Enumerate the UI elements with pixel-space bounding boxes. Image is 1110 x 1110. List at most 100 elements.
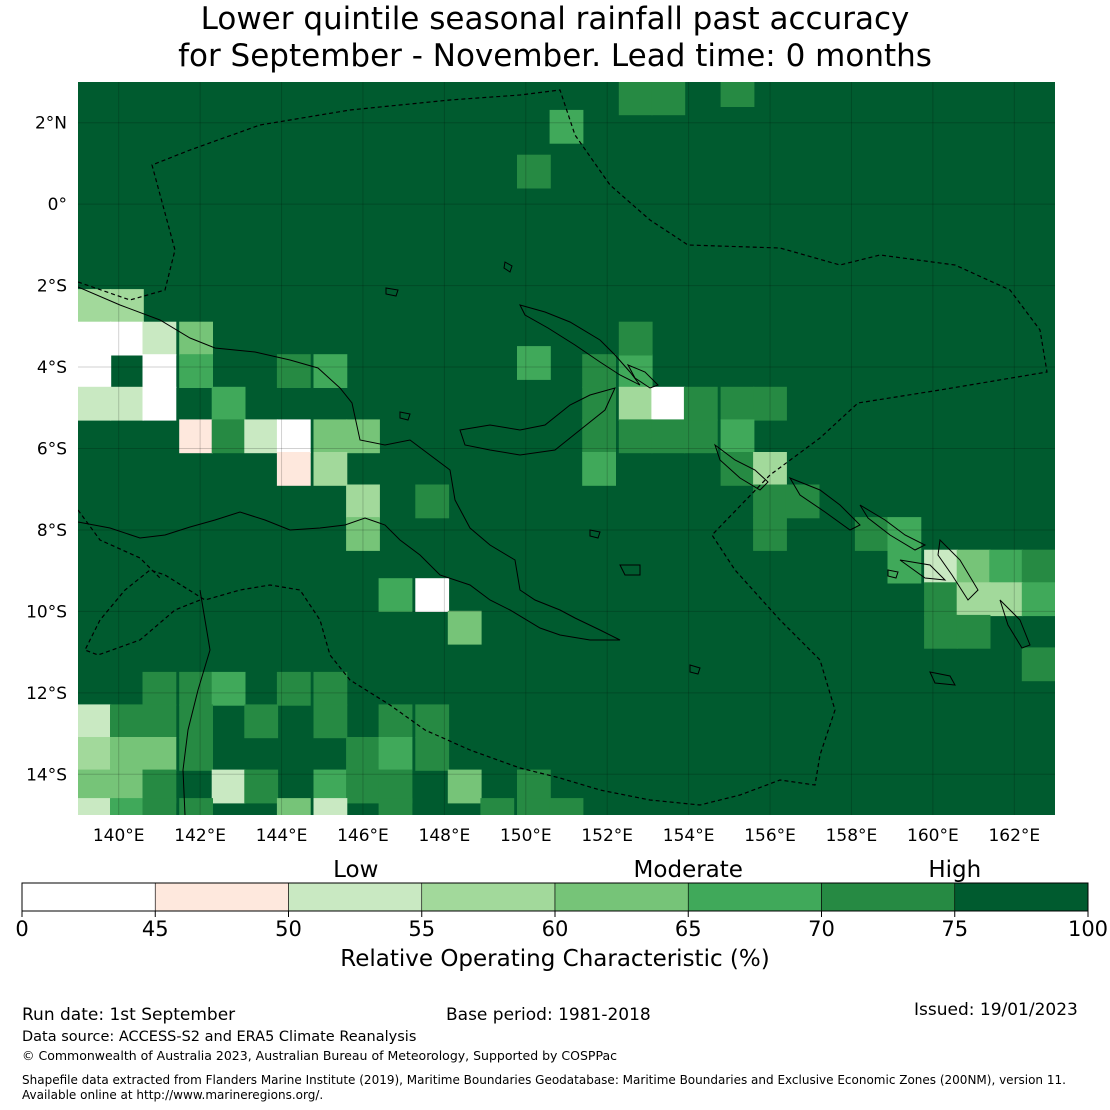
issued-date: Issued: 19/01/2023 <box>914 1000 1078 1020</box>
accuracy-cell <box>179 737 213 771</box>
accuracy-cell <box>956 582 991 617</box>
legend-tick-label: 75 <box>941 917 968 941</box>
accuracy-cell <box>313 354 348 388</box>
longitude-tick-label: 150°E <box>500 826 552 846</box>
accuracy-cell <box>211 671 246 706</box>
accuracy-cell <box>517 154 551 189</box>
accuracy-cell <box>447 610 482 645</box>
legend-category-label: Low <box>333 857 378 883</box>
accuracy-cell <box>179 354 213 388</box>
longitude-tick-label: 146°E <box>337 826 389 846</box>
accuracy-cell <box>618 82 653 116</box>
latitude-tick-label: 6°S <box>37 440 67 460</box>
accuracy-cell <box>378 769 413 804</box>
legend-tick-label: 100 <box>1068 917 1108 941</box>
legend-category-label: High <box>928 857 981 883</box>
legend-category-label: Moderate <box>634 857 743 883</box>
accuracy-cell <box>956 614 991 649</box>
latitude-tick-label: 4°S <box>37 358 67 378</box>
accuracy-cell <box>110 798 144 815</box>
accuracy-cell <box>276 671 311 706</box>
longitude-tick-label: 162°E <box>988 826 1040 846</box>
accuracy-cell <box>378 737 413 771</box>
accuracy-cell <box>78 321 112 356</box>
accuracy-cell <box>683 386 718 421</box>
data-source: Data source: ACCESS-S2 and ERA5 Climate … <box>22 1029 417 1045</box>
accuracy-cell <box>110 704 144 739</box>
accuracy-cell <box>549 798 584 815</box>
accuracy-cell <box>651 386 686 421</box>
map-title-line-1: Lower quintile seasonal rainfall past ac… <box>200 1 910 37</box>
accuracy-cell <box>720 82 755 107</box>
accuracy-cell <box>313 798 348 815</box>
longitude-tick-label: 154°E <box>663 826 715 846</box>
accuracy-cell <box>313 671 348 706</box>
accuracy-cell <box>618 386 653 421</box>
accuracy-cell <box>924 549 958 584</box>
legend-tick-label: 55 <box>408 917 435 941</box>
shapefile-credit-line-1: Shapefile data extracted from Flanders M… <box>22 1073 1066 1087</box>
accuracy-cell <box>549 109 584 144</box>
accuracy-cell <box>415 578 450 612</box>
graticule <box>78 82 1055 815</box>
legend-swatch <box>687 882 822 912</box>
accuracy-cell <box>517 769 551 804</box>
accuracy-cell <box>924 582 958 617</box>
accuracy-cell <box>142 354 177 388</box>
base-period: Base period: 1981-2018 <box>446 1005 651 1025</box>
accuracy-cell <box>924 614 958 649</box>
accuracy-cell <box>956 549 991 584</box>
accuracy-cell <box>142 798 177 815</box>
accuracy-cell <box>378 798 413 815</box>
accuracy-cell <box>346 419 380 454</box>
accuracy-cell <box>110 289 144 323</box>
legend-swatch <box>21 882 156 912</box>
legend-colorbar <box>21 882 1089 912</box>
accuracy-cell <box>313 452 348 486</box>
accuracy-cell <box>989 582 1024 617</box>
accuracy-cell <box>211 769 246 804</box>
accuracy-cell <box>480 798 515 815</box>
legend-swatch <box>821 882 956 912</box>
legend-tick-label: 45 <box>142 917 169 941</box>
map-title-line-2: for September - November. Lead time: 0 m… <box>178 38 932 74</box>
accuracy-cell <box>244 419 279 454</box>
accuracy-cell <box>142 704 177 739</box>
accuracy-cell <box>517 798 551 815</box>
accuracy-cell <box>582 452 616 486</box>
accuracy-cell <box>346 737 380 771</box>
legend-tick-labels: 0 45 50 55 60 65 70 75 100 <box>15 911 1108 941</box>
accuracy-cell <box>346 484 380 519</box>
accuracy-cell <box>313 704 348 739</box>
accuracy-cell <box>415 737 450 771</box>
accuracy-cell <box>211 386 246 421</box>
accuracy-cell <box>887 549 922 584</box>
accuracy-cell <box>276 452 311 486</box>
accuracy-cell <box>179 321 213 356</box>
accuracy-cell <box>618 419 653 454</box>
accuracy-cell <box>179 671 213 706</box>
accuracy-cell <box>1021 549 1055 584</box>
legend-tick-label: 70 <box>808 917 835 941</box>
accuracy-cell <box>78 798 112 815</box>
accuracy-cell <box>651 419 686 454</box>
accuracy-cell <box>244 704 279 739</box>
accuracy-cell <box>142 321 177 356</box>
accuracy-cell <box>618 321 653 356</box>
accuracy-cell <box>110 737 144 771</box>
legend-swatch <box>554 882 689 912</box>
accuracy-cell <box>720 452 755 486</box>
accuracy-cell <box>211 419 246 454</box>
accuracy-cell <box>989 549 1024 584</box>
accuracy-cell <box>447 769 482 804</box>
accuracy-cell <box>1021 647 1055 682</box>
accuracy-cell <box>651 82 686 116</box>
accuracy-cell <box>142 386 177 421</box>
latitude-tick-label: 2°N <box>35 114 67 134</box>
shapefile-credit-line-2: Available online at http://www.marinereg… <box>22 1088 324 1102</box>
accuracy-cells <box>78 82 1055 815</box>
accuracy-cell <box>720 419 755 454</box>
copyright: © Commonwealth of Australia 2023, Austra… <box>22 1048 617 1063</box>
accuracy-cell <box>179 798 213 815</box>
